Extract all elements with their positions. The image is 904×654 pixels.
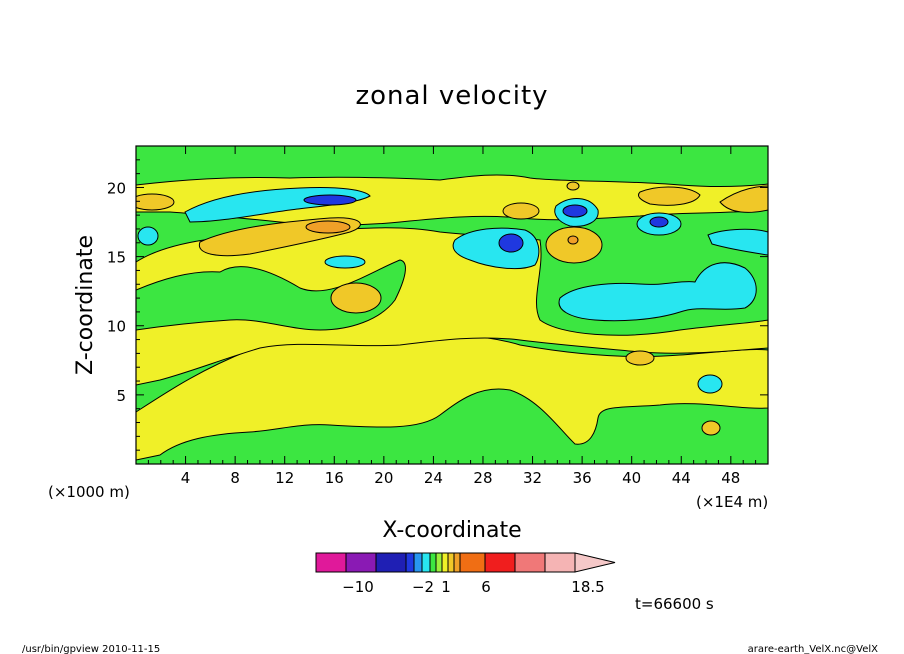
- y-axis: 5 10 15 20: [107, 159, 768, 451]
- field-region-orange-blob-top-center: [566, 181, 580, 191]
- x-tick-label: 16: [325, 469, 344, 487]
- field-region-orange-top-right: [637, 186, 701, 206]
- field-region-blue-core: [303, 194, 357, 206]
- time-label: t=66600 s: [635, 595, 714, 613]
- colorbar-tick-label: 6: [481, 578, 491, 596]
- x-units-left: (×1000 m): [48, 483, 130, 501]
- footer-left: /usr/bin/gpview 2010-11-15: [22, 644, 160, 654]
- field-region-middle-yellow: [136, 227, 768, 386]
- colorbar-tick-label: −2: [412, 578, 434, 596]
- colorbar-swatch: [453, 552, 461, 573]
- colorbar-swatch: [435, 552, 443, 573]
- plot-frame: [135, 145, 769, 465]
- colorbar-swatch: [447, 552, 455, 573]
- colorbar-tick-label: −10: [342, 578, 374, 596]
- colorbar-arrow: [574, 552, 616, 573]
- x-tick-label: 28: [473, 469, 492, 487]
- colorbar-swatch: [544, 552, 576, 573]
- y-axis-label: Z-coordinate: [73, 235, 98, 375]
- colorbar-swatch: [345, 552, 377, 573]
- field-region-orange-right-core: [567, 235, 579, 245]
- colorbar-swatch: [315, 552, 347, 573]
- field-region-blue-small-right: [649, 216, 669, 228]
- colorbar-swatch: [514, 552, 546, 573]
- colorbar-swatch: [441, 552, 449, 573]
- y-tick-label: 20: [107, 179, 126, 197]
- field-region-cyan-blob-edge: [137, 226, 159, 246]
- field-region-orange-right: [545, 226, 603, 264]
- field-region-cyan-far-right: [707, 228, 768, 256]
- field-region-blue-right: [562, 204, 588, 218]
- x-units-right: (×1E4 m): [696, 493, 768, 511]
- x-tick-label: 12: [275, 469, 294, 487]
- field-region-cyan-blob-right: [697, 374, 723, 394]
- field-region-blue-center: [498, 233, 524, 253]
- field-region-orange-blob-top-left: [136, 193, 175, 211]
- x-tick-label: 4: [181, 469, 191, 487]
- colorbar-swatch: [459, 552, 486, 573]
- x-tick-label: 44: [672, 469, 691, 487]
- colorbar: −10 −2 1 6 18.5: [315, 552, 616, 596]
- colorbar-swatch: [375, 552, 407, 573]
- x-tick-label: 48: [721, 469, 740, 487]
- field-region-orange-mid: [502, 202, 540, 220]
- field-region-orange-blob-left: [330, 282, 382, 314]
- x-tick-label: 20: [374, 469, 393, 487]
- x-tick-label: 24: [424, 469, 443, 487]
- colorbar-swatch: [421, 552, 431, 573]
- field-region-cyan-blob-left: [324, 255, 366, 269]
- x-axis-label: X-coordinate: [382, 518, 521, 543]
- colorbar-swatch: [405, 552, 415, 573]
- field-region-orange-top-far-right: [719, 185, 768, 213]
- x-axis: 4 8 12 16 20 24 28 32 36 40 44 48: [147, 146, 769, 487]
- x-tick-label: 8: [230, 469, 240, 487]
- field-region-orange-blob-right: [625, 350, 655, 366]
- field-region-cyan-large-right: [558, 262, 757, 322]
- colorbar-tick-label: 18.5: [571, 578, 604, 596]
- field-region-green-pocket: [136, 259, 406, 331]
- x-tick-label: 40: [622, 469, 641, 487]
- x-tick-label: 32: [523, 469, 542, 487]
- colorbar-swatch: [484, 552, 516, 573]
- field-region-orange-blob-bottom-right: [701, 420, 721, 436]
- colorbar-swatch: [413, 552, 423, 573]
- chart-title: zonal velocity: [355, 81, 548, 111]
- colorbar-tick-label: 1: [441, 578, 451, 596]
- plot-area: [136, 146, 768, 464]
- colorbar-swatch: [429, 552, 437, 573]
- footer-right: arare-earth_VelX.nc@VelX: [748, 644, 879, 654]
- field-region-orange-left-core: [305, 220, 351, 234]
- y-tick-label: 5: [116, 387, 126, 405]
- y-tick-label: 15: [107, 249, 126, 267]
- y-tick-label: 10: [107, 318, 126, 336]
- x-tick-label: 36: [573, 469, 592, 487]
